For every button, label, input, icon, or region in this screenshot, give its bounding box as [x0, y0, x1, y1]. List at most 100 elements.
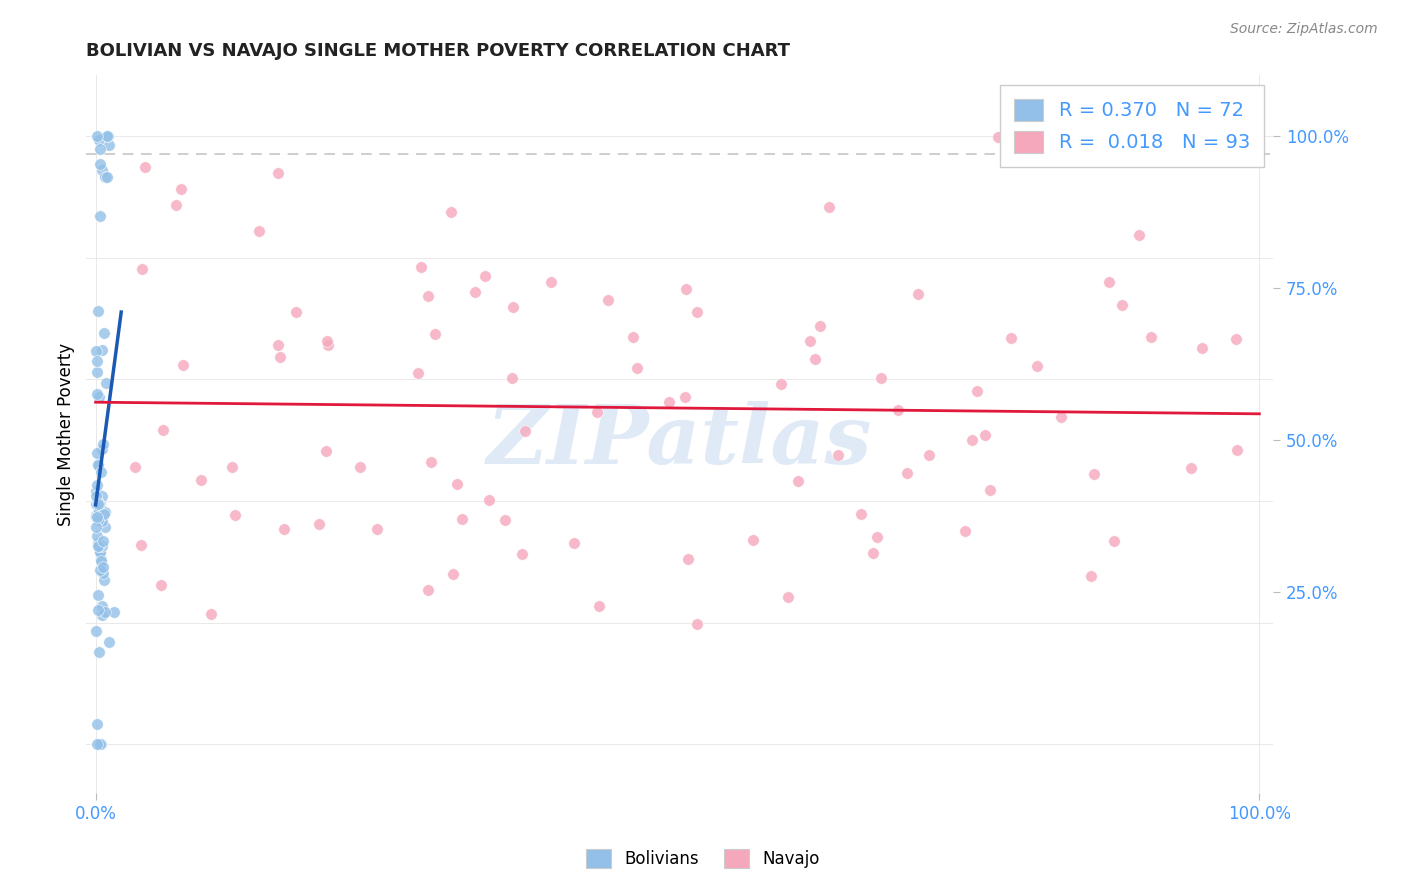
Point	[974, 428, 997, 442]
Point	[621, 330, 644, 344]
Point	[90, 343, 112, 357]
Point	[366, 523, 388, 537]
Point	[86, 303, 108, 318]
Y-axis label: Single Mother Poverty: Single Mother Poverty	[58, 343, 75, 525]
Point	[91, 560, 114, 574]
Point	[247, 224, 270, 238]
Point	[200, 607, 222, 621]
Point	[675, 282, 697, 296]
Point	[87, 457, 110, 471]
Point	[97, 129, 120, 144]
Point	[418, 583, 440, 598]
Point	[409, 260, 432, 274]
Point	[96, 169, 118, 184]
Point	[464, 285, 486, 299]
Point	[501, 371, 523, 385]
Point	[89, 563, 111, 577]
Point	[89, 737, 111, 751]
Point	[440, 204, 463, 219]
Point	[769, 376, 792, 391]
Point	[97, 138, 120, 153]
Point	[86, 529, 108, 543]
Point	[93, 534, 115, 549]
Point	[94, 376, 117, 391]
Point	[86, 354, 108, 368]
Point	[84, 497, 107, 511]
Point	[91, 437, 114, 451]
Point	[84, 343, 107, 358]
Point	[87, 458, 110, 472]
Point	[90, 442, 112, 456]
Point	[598, 293, 620, 307]
Point	[89, 497, 111, 511]
Point	[89, 496, 111, 510]
Point	[562, 536, 585, 550]
Point	[86, 497, 108, 511]
Point	[886, 402, 908, 417]
Point	[315, 444, 337, 458]
Point	[1000, 330, 1022, 344]
Point	[1225, 332, 1247, 346]
Point	[419, 455, 441, 469]
Point	[953, 524, 976, 538]
Point	[1049, 409, 1071, 424]
Point	[89, 142, 111, 156]
Point	[97, 635, 120, 649]
Point	[93, 520, 115, 534]
Point	[267, 338, 290, 352]
Point	[441, 567, 464, 582]
Point	[90, 607, 112, 622]
Point	[269, 351, 291, 365]
Point	[799, 334, 821, 349]
Point	[494, 513, 516, 527]
Point	[86, 387, 108, 401]
Point	[451, 512, 474, 526]
Point	[90, 554, 112, 568]
Text: Source: ZipAtlas.com: Source: ZipAtlas.com	[1230, 22, 1378, 37]
Point	[673, 390, 696, 404]
Point	[316, 337, 339, 351]
Point	[423, 327, 446, 342]
Point	[221, 460, 243, 475]
Text: ZIPatlas: ZIPatlas	[486, 401, 873, 482]
Point	[308, 517, 330, 532]
Point	[87, 133, 110, 147]
Point	[90, 489, 112, 503]
Point	[86, 446, 108, 460]
Point	[89, 545, 111, 559]
Point	[284, 304, 307, 318]
Point	[91, 566, 114, 580]
Point	[134, 160, 156, 174]
Point	[86, 737, 108, 751]
Point	[585, 404, 607, 418]
Point	[152, 423, 174, 437]
Point	[866, 530, 889, 544]
Point	[515, 424, 537, 438]
Point	[93, 326, 115, 340]
Point	[1139, 330, 1161, 344]
Point	[658, 395, 681, 409]
Point	[89, 545, 111, 559]
Point	[869, 371, 891, 385]
Point	[87, 588, 110, 602]
Point	[131, 262, 153, 277]
Point	[267, 166, 290, 180]
Point	[478, 493, 501, 508]
Point	[91, 599, 114, 614]
Point	[86, 365, 108, 379]
Point	[89, 210, 111, 224]
Point	[1191, 341, 1213, 355]
Point	[84, 489, 107, 503]
Point	[1128, 228, 1150, 243]
Point	[84, 624, 107, 639]
Point	[851, 507, 873, 521]
Point	[979, 483, 1001, 498]
Point	[804, 352, 827, 367]
Point	[87, 539, 110, 553]
Legend: Bolivians, Navajo: Bolivians, Navajo	[579, 842, 827, 875]
Point	[86, 478, 108, 492]
Point	[676, 552, 699, 566]
Point	[808, 319, 831, 334]
Point	[172, 359, 194, 373]
Point	[93, 507, 115, 521]
